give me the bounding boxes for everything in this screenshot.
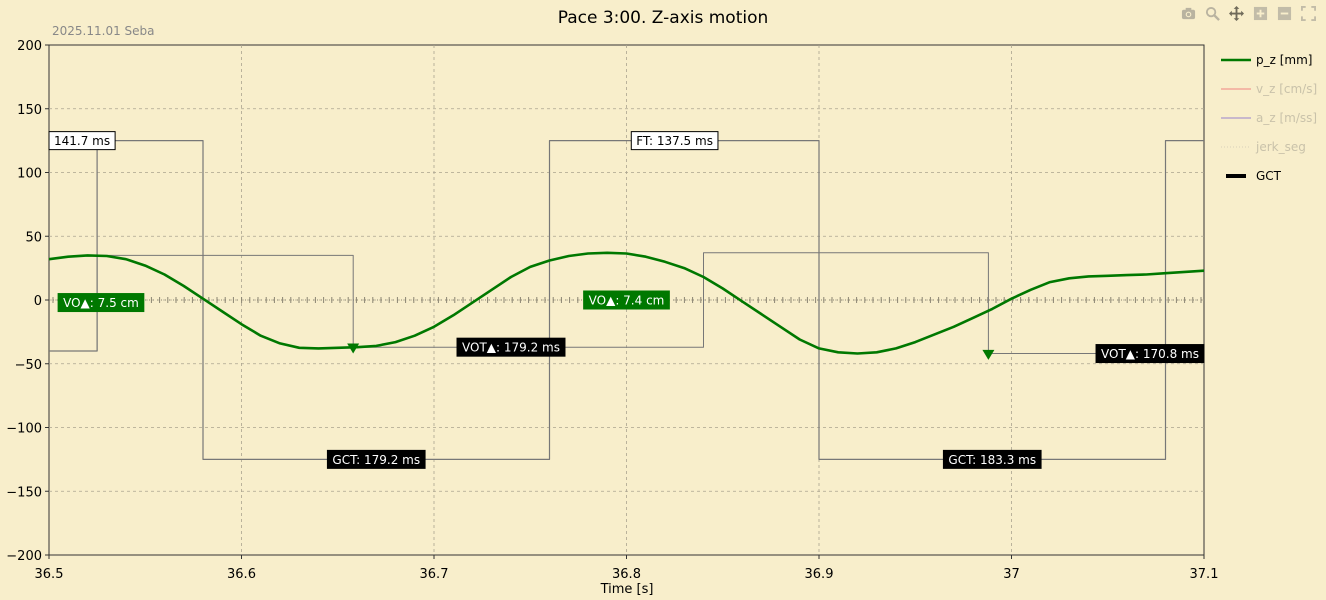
annotation-text: FT: 137.5 ms: [636, 134, 713, 148]
annotation-label: VO▲: 7.5 cm: [57, 293, 145, 313]
legend-label: v_z [cm/s]: [1256, 82, 1317, 96]
annotation-text: 141.7 ms: [54, 134, 110, 148]
y-tick-label: 100: [17, 167, 42, 182]
annotation-text: GCT: 179.2 ms: [332, 453, 420, 467]
zoom-out-icon[interactable]: [1274, 3, 1294, 23]
annotation-box: [583, 290, 670, 310]
x-tick-label: 37: [1003, 567, 1020, 582]
x-tick-label: 36.6: [227, 567, 256, 582]
x-axis: 36.5 36.6 36.7 36.8 36.9 37 37.1: [35, 555, 1219, 582]
plot-area: 141.7 ms FT: 137.5 ms VO▲: 7.5 cm VO▲: 7.4 …: [48, 131, 1205, 469]
annotation-text: VO▲: 7.4 cm: [589, 294, 665, 308]
annotation-label: VO▲: 7.4 cm: [583, 290, 670, 310]
annotation-label: GCT: 183.3 ms: [942, 449, 1042, 469]
zoom-in-icon[interactable]: [1250, 3, 1270, 23]
y-tick-label: 150: [17, 103, 42, 118]
annotation-box: [326, 449, 426, 469]
autoscale-icon[interactable]: [1298, 3, 1318, 23]
x-tick-label: 36.7: [420, 567, 449, 582]
annotation-box: [630, 131, 719, 151]
annotation-box: [57, 293, 145, 313]
vot-marker: [347, 343, 360, 354]
legend-item[interactable]: GCT: [1226, 169, 1282, 183]
pan-icon[interactable]: [1226, 3, 1246, 23]
annotation-box: [456, 337, 566, 357]
y-tick-label: −200: [6, 549, 42, 564]
y-tick-label: −50: [15, 358, 42, 373]
x-tick-label: 37.1: [1190, 567, 1219, 582]
annotation-label: 141.7 ms: [48, 131, 116, 151]
annotation-label: GCT: 179.2 ms: [326, 449, 426, 469]
annotation-label: FT: 137.5 ms: [630, 131, 719, 151]
series-p-z-line: [48, 251, 1205, 355]
annotation-text: VO▲: 7.5 cm: [63, 296, 139, 310]
annotation-box: [942, 449, 1042, 469]
legend-label: p_z [mm]: [1256, 53, 1312, 67]
chart-subtitle: 2025.11.01 Seba: [52, 24, 155, 38]
x-axis-label: Time [s]: [600, 582, 654, 597]
legend[interactable]: p_z [mm] v_z [cm/s] a_z [m/ss] jerk_seg GCT: [1221, 53, 1317, 183]
y-axis: −200 −150 −100 −50 0 50 100 150 200: [6, 39, 49, 564]
annotation-box: [1095, 344, 1205, 364]
legend-label: GCT: [1256, 169, 1282, 183]
y-tick-label: −150: [6, 485, 42, 500]
annotation-text: VOT▲: 170.8 ms: [1101, 347, 1199, 361]
legend-label: jerk_seg: [1255, 140, 1306, 154]
y-tick-label: 50: [25, 230, 42, 245]
annotation-text: VOT▲: 179.2 ms: [462, 341, 560, 355]
vot-marker: [982, 349, 995, 360]
legend-item[interactable]: jerk_seg: [1221, 140, 1306, 154]
chart-title: Pace 3:00. Z-axis motion: [558, 8, 769, 28]
camera-icon[interactable]: [1178, 3, 1198, 23]
x-tick-label: 36.9: [805, 567, 834, 582]
annotation-text: GCT: 183.3 ms: [948, 453, 1036, 467]
y-tick-label: 200: [17, 39, 42, 54]
chart-toolbar: [1178, 3, 1318, 23]
zoom-icon[interactable]: [1202, 3, 1222, 23]
annotation-label: VOT▲: 179.2 ms: [456, 337, 566, 357]
series-gct-line: [49, 140, 1204, 460]
legend-item[interactable]: v_z [cm/s]: [1221, 82, 1317, 96]
legend-item[interactable]: a_z [m/ss]: [1221, 111, 1317, 125]
x-tick-label: 36.8: [612, 567, 641, 582]
annotation-box: [48, 131, 116, 151]
legend-item[interactable]: p_z [mm]: [1221, 53, 1312, 67]
legend-label: a_z [m/ss]: [1256, 111, 1317, 125]
y-tick-label: 0: [34, 294, 42, 309]
y-tick-label: −100: [6, 422, 42, 437]
annotation-label: VOT▲: 170.8 ms: [1095, 344, 1205, 364]
x-tick-label: 36.5: [35, 567, 64, 582]
